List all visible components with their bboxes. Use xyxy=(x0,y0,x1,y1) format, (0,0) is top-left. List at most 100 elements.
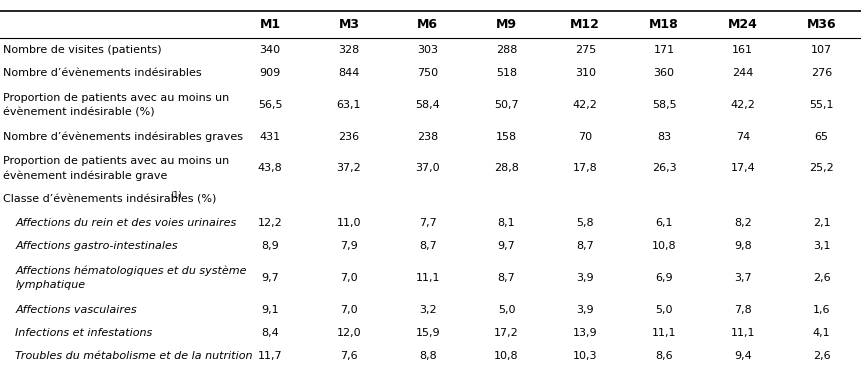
Text: 56,5: 56,5 xyxy=(258,100,282,110)
Text: 7,7: 7,7 xyxy=(418,218,437,228)
Text: M1: M1 xyxy=(259,18,281,31)
Text: 2,1: 2,1 xyxy=(813,218,830,228)
Text: M18: M18 xyxy=(649,18,679,31)
Text: 8,6: 8,6 xyxy=(655,351,672,361)
Text: Affections gastro-intestinales: Affections gastro-intestinales xyxy=(15,242,178,251)
Text: M12: M12 xyxy=(570,18,600,31)
Text: 236: 236 xyxy=(338,132,360,141)
Text: M6: M6 xyxy=(418,18,438,31)
Text: 275: 275 xyxy=(574,45,596,55)
Text: 10,3: 10,3 xyxy=(573,351,598,361)
Text: 2,6: 2,6 xyxy=(813,273,830,283)
Text: Affections du rein et des voies urinaires: Affections du rein et des voies urinaire… xyxy=(15,218,237,228)
Text: Affections vasculaires: Affections vasculaires xyxy=(15,305,137,315)
Text: 844: 844 xyxy=(338,68,360,78)
Text: Proportion de patients avec au moins un: Proportion de patients avec au moins un xyxy=(3,93,229,103)
Text: Nombre de visites (patients): Nombre de visites (patients) xyxy=(3,45,161,55)
Text: 5,0: 5,0 xyxy=(655,305,672,315)
Text: 8,7: 8,7 xyxy=(498,273,516,283)
Text: 3,7: 3,7 xyxy=(734,273,752,283)
Text: M24: M24 xyxy=(728,18,758,31)
Text: 70: 70 xyxy=(579,132,592,141)
Text: 8,7: 8,7 xyxy=(418,242,437,251)
Text: 11,0: 11,0 xyxy=(337,218,361,228)
Text: 288: 288 xyxy=(496,45,517,55)
Text: Classe d’évènements indésirables (%): Classe d’évènements indésirables (%) xyxy=(3,195,220,205)
Text: 8,2: 8,2 xyxy=(734,218,752,228)
Text: 37,2: 37,2 xyxy=(337,163,362,173)
Text: 2,6: 2,6 xyxy=(813,351,830,361)
Text: 10,8: 10,8 xyxy=(652,242,677,251)
Text: 65: 65 xyxy=(815,132,828,141)
Text: Nombre d’évènements indésirables graves: Nombre d’évènements indésirables graves xyxy=(3,131,243,142)
Text: 13,9: 13,9 xyxy=(573,328,598,338)
Text: lymphatique: lymphatique xyxy=(15,280,85,290)
Text: 8,7: 8,7 xyxy=(576,242,594,251)
Text: 12,0: 12,0 xyxy=(337,328,362,338)
Text: 10,8: 10,8 xyxy=(494,351,519,361)
Text: 28,8: 28,8 xyxy=(494,163,519,173)
Text: Nombre d’évènements indésirables: Nombre d’évènements indésirables xyxy=(3,68,201,78)
Text: 58,4: 58,4 xyxy=(415,100,440,110)
Text: 750: 750 xyxy=(417,68,438,78)
Text: 17,2: 17,2 xyxy=(494,328,519,338)
Text: 9,1: 9,1 xyxy=(262,305,279,315)
Text: 107: 107 xyxy=(811,45,833,55)
Text: 7,0: 7,0 xyxy=(340,273,357,283)
Text: 8,4: 8,4 xyxy=(261,328,279,338)
Text: 5,0: 5,0 xyxy=(498,305,515,315)
Text: 26,3: 26,3 xyxy=(652,163,677,173)
Text: 431: 431 xyxy=(259,132,281,141)
Text: 340: 340 xyxy=(259,45,281,55)
Text: Infections et infestations: Infections et infestations xyxy=(15,328,152,338)
Text: 303: 303 xyxy=(418,45,438,55)
Text: évènement indésirable (%): évènement indésirable (%) xyxy=(3,107,154,117)
Text: 42,2: 42,2 xyxy=(573,100,598,110)
Text: 8,9: 8,9 xyxy=(261,242,279,251)
Text: 11,7: 11,7 xyxy=(257,351,282,361)
Text: 74: 74 xyxy=(735,132,750,141)
Text: Affections hématologiques et du système: Affections hématologiques et du système xyxy=(15,266,247,276)
Text: 12,2: 12,2 xyxy=(257,218,282,228)
Text: Troubles du métabolisme et de la nutrition: Troubles du métabolisme et de la nutriti… xyxy=(15,351,253,361)
Text: 7,0: 7,0 xyxy=(340,305,357,315)
Text: 310: 310 xyxy=(575,68,596,78)
Text: 37,0: 37,0 xyxy=(415,163,440,173)
Text: 7,6: 7,6 xyxy=(340,351,357,361)
Text: évènement indésirable grave: évènement indésirable grave xyxy=(3,170,167,181)
Text: 15,9: 15,9 xyxy=(415,328,440,338)
Text: 328: 328 xyxy=(338,45,360,55)
Text: 8,1: 8,1 xyxy=(498,218,515,228)
Text: (1): (1) xyxy=(170,191,183,200)
Text: 238: 238 xyxy=(417,132,438,141)
Text: 1,6: 1,6 xyxy=(813,305,830,315)
Text: 8,8: 8,8 xyxy=(418,351,437,361)
Text: 158: 158 xyxy=(496,132,517,141)
Text: 9,7: 9,7 xyxy=(498,242,516,251)
Text: Proportion de patients avec au moins un: Proportion de patients avec au moins un xyxy=(3,156,229,166)
Text: 11,1: 11,1 xyxy=(652,328,676,338)
Text: 276: 276 xyxy=(811,68,833,78)
Text: 42,2: 42,2 xyxy=(730,100,755,110)
Text: 9,4: 9,4 xyxy=(734,351,752,361)
Text: 43,8: 43,8 xyxy=(257,163,282,173)
Text: 360: 360 xyxy=(653,68,674,78)
Text: 11,1: 11,1 xyxy=(731,328,755,338)
Text: 9,8: 9,8 xyxy=(734,242,752,251)
Text: 3,9: 3,9 xyxy=(577,273,594,283)
Text: 25,2: 25,2 xyxy=(809,163,834,173)
Text: 3,1: 3,1 xyxy=(813,242,830,251)
Text: 171: 171 xyxy=(653,45,675,55)
Text: 518: 518 xyxy=(496,68,517,78)
Text: 7,9: 7,9 xyxy=(340,242,358,251)
Text: 50,7: 50,7 xyxy=(494,100,519,110)
Text: 6,9: 6,9 xyxy=(655,273,672,283)
Text: 17,4: 17,4 xyxy=(730,163,755,173)
Text: 83: 83 xyxy=(657,132,671,141)
Text: 63,1: 63,1 xyxy=(337,100,361,110)
Text: 244: 244 xyxy=(732,68,753,78)
Text: 3,9: 3,9 xyxy=(577,305,594,315)
Text: 58,5: 58,5 xyxy=(652,100,677,110)
Text: 11,1: 11,1 xyxy=(416,273,440,283)
Text: M36: M36 xyxy=(807,18,836,31)
